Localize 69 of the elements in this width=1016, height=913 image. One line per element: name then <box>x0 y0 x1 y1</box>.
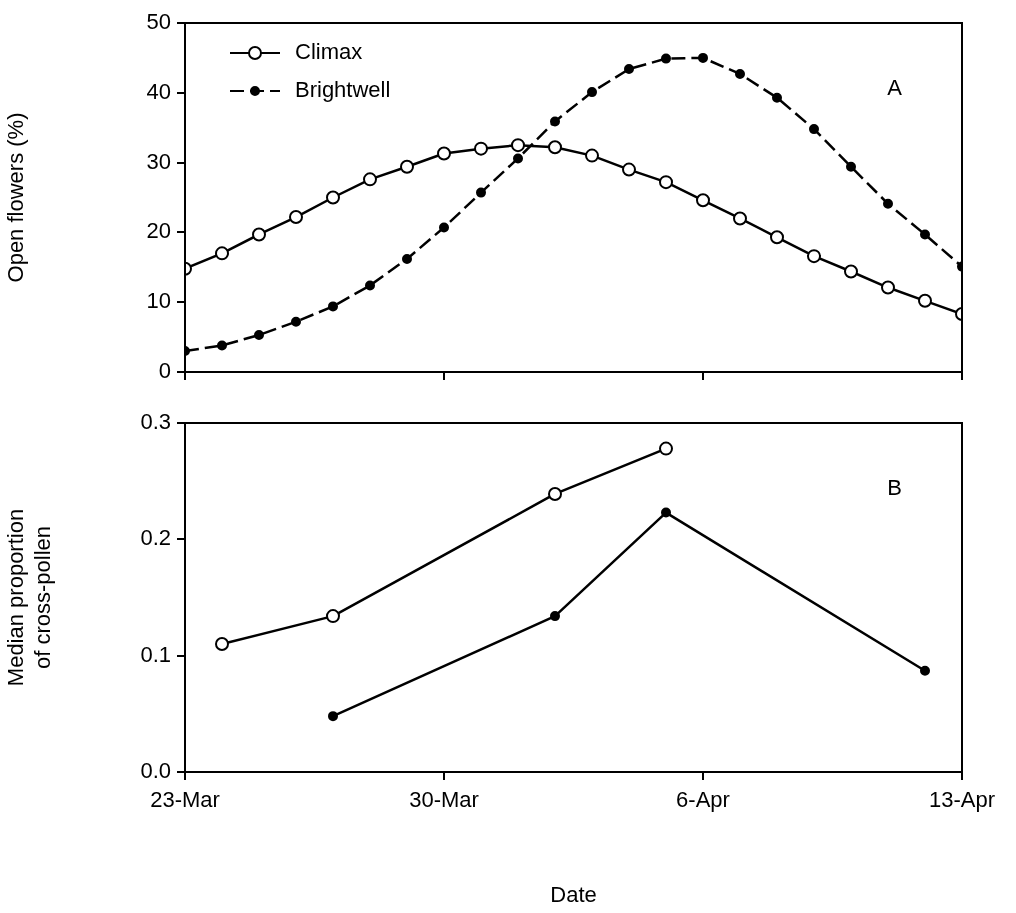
point <box>217 340 227 351</box>
point <box>476 187 486 198</box>
point <box>918 293 932 308</box>
point <box>550 611 560 622</box>
x-tick-label: 23-Mar <box>150 787 220 813</box>
point <box>548 486 562 501</box>
point <box>437 146 451 161</box>
point <box>883 198 893 209</box>
y-tick-label: 0.1 <box>140 641 171 667</box>
y-tick-label: 20 <box>146 218 171 244</box>
point <box>513 153 523 164</box>
point <box>215 637 229 652</box>
point <box>661 507 671 518</box>
point <box>846 161 856 172</box>
point <box>215 246 229 261</box>
point <box>844 264 858 279</box>
point <box>881 280 895 295</box>
point <box>254 330 264 341</box>
y-tick-label: 0.3 <box>140 409 171 435</box>
point <box>326 190 340 205</box>
point <box>328 301 338 312</box>
point <box>439 222 449 233</box>
y-tick-label: 0 <box>158 358 171 384</box>
x-axis-title: Date <box>550 881 597 907</box>
point <box>289 210 303 225</box>
point <box>920 229 930 240</box>
point <box>550 116 560 127</box>
point <box>252 227 266 242</box>
y-axis-title: Median proportion of cross-pollen <box>3 508 55 687</box>
y-tick-label: 0.0 <box>140 758 171 784</box>
point <box>587 87 597 98</box>
point <box>328 711 338 722</box>
point <box>624 64 634 75</box>
point <box>326 609 340 624</box>
legend-label: Brightwell <box>295 77 391 103</box>
point <box>772 92 782 103</box>
point <box>474 141 488 156</box>
point <box>733 211 747 226</box>
point <box>548 140 562 155</box>
point <box>402 253 412 264</box>
point <box>400 159 414 174</box>
y-tick-label: 0.2 <box>140 525 171 551</box>
point <box>585 148 599 163</box>
legend-label: Climax <box>295 39 363 65</box>
point <box>622 162 636 177</box>
point <box>696 193 710 208</box>
point <box>698 52 708 63</box>
point <box>661 53 671 64</box>
point <box>659 441 673 456</box>
point <box>770 230 784 245</box>
y-tick-label: 30 <box>146 148 171 174</box>
point <box>809 124 819 135</box>
y-axis-title: Open flowers (%) <box>3 112 29 283</box>
x-tick-label: 6-Apr <box>676 787 730 813</box>
point <box>291 316 301 327</box>
point <box>365 280 375 291</box>
point <box>659 175 673 190</box>
point <box>363 172 377 187</box>
point <box>920 665 930 676</box>
annotation: A <box>887 75 903 101</box>
point <box>807 249 821 264</box>
x-tick-label: 30-Mar <box>409 787 479 813</box>
y-tick-label: 50 <box>146 9 171 35</box>
annotation: B <box>887 475 902 501</box>
x-tick-label: 13-Apr <box>928 787 996 813</box>
point <box>735 68 745 79</box>
y-tick-label: 40 <box>146 78 171 104</box>
y-tick-label: 10 <box>146 288 171 314</box>
point <box>511 138 525 153</box>
